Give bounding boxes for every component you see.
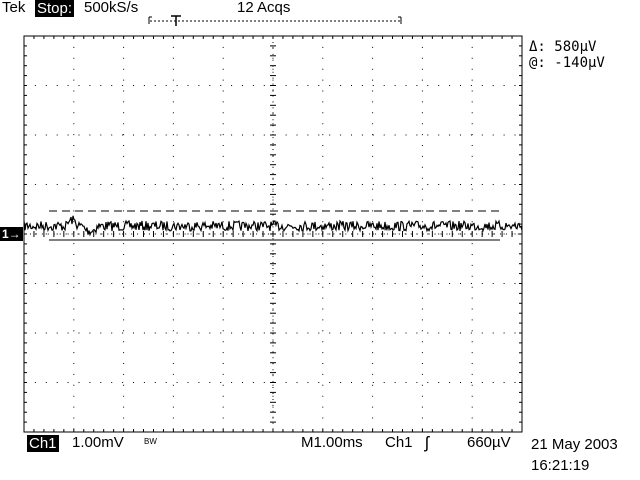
brand-label: Tek [2, 0, 26, 16]
graticule [23, 35, 523, 433]
trigger-position-icon[interactable] [171, 15, 181, 26]
trigger-level-label: 660µV [467, 434, 511, 451]
run-state-badge[interactable]: Stop: [35, 0, 75, 17]
time-label: 16:21:19 [531, 457, 590, 474]
cursor-position-readout: @: -140µV [529, 55, 605, 71]
bandwidth-limit-flag: BW [144, 437, 157, 446]
acquisitions-label: 12 Acqs [237, 0, 291, 16]
timebase-label: M1.00ms [301, 434, 363, 451]
ch1-waveform [23, 215, 523, 237]
trigger-source-label: Ch1 [385, 434, 413, 451]
sample-rate-label: 500kS/s [84, 0, 139, 16]
cursor-delta-readout: Δ: 580µV [529, 39, 597, 55]
trigger-slope-icon: ʃ [425, 433, 429, 452]
date-label: 21 May 2003 [531, 436, 618, 453]
record-view-bracket [148, 16, 402, 24]
channel-ground-marker[interactable]: 1→ [0, 227, 23, 241]
volts-per-div-label: 1.00mV [72, 434, 124, 451]
channel-badge[interactable]: Ch1 [27, 435, 59, 452]
